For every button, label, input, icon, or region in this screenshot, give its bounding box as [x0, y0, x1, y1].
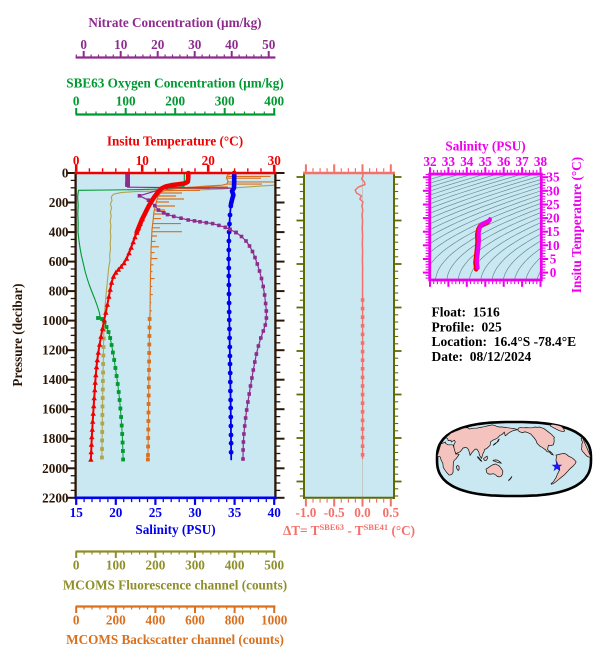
- svg-text:20: 20: [202, 153, 216, 168]
- svg-text:Salinity (PSU): Salinity (PSU): [135, 522, 215, 537]
- svg-text:200: 200: [49, 195, 69, 210]
- svg-text:0: 0: [73, 558, 80, 573]
- svg-text:20: 20: [151, 37, 165, 52]
- svg-text:MCOMS Backscatter channel (cou: MCOMS Backscatter channel (counts): [66, 632, 284, 647]
- svg-text:35: 35: [479, 154, 493, 169]
- svg-text:40: 40: [268, 505, 282, 520]
- svg-text:300: 300: [185, 558, 205, 573]
- svg-text:Profile: 025: Profile: 025: [432, 319, 502, 334]
- svg-text:0.0: 0.0: [354, 505, 371, 520]
- svg-text:400: 400: [264, 94, 284, 109]
- svg-text:100: 100: [116, 94, 136, 109]
- svg-text:34: 34: [460, 154, 474, 169]
- svg-text:Insitu Temperature (°C): Insitu Temperature (°C): [107, 134, 243, 149]
- svg-text:2200: 2200: [42, 490, 69, 505]
- svg-text:37: 37: [516, 154, 530, 169]
- svg-text:Nitrate Concentration (µm/kg): Nitrate Concentration (µm/kg): [88, 15, 261, 30]
- svg-text:2000: 2000: [42, 461, 69, 476]
- svg-text:33: 33: [442, 154, 456, 169]
- svg-text:500: 500: [264, 558, 284, 573]
- svg-text:1000: 1000: [42, 313, 69, 328]
- svg-text:Date: 08/12/2024: Date: 08/12/2024: [432, 349, 532, 364]
- svg-text:-1.0: -1.0: [295, 505, 316, 520]
- svg-text:400: 400: [146, 613, 166, 628]
- svg-text:25: 25: [149, 505, 163, 520]
- svg-text:-0.5: -0.5: [324, 505, 345, 520]
- svg-text:200: 200: [106, 613, 126, 628]
- svg-text:1400: 1400: [42, 372, 69, 387]
- svg-text:20: 20: [546, 211, 560, 226]
- svg-text:38: 38: [534, 154, 548, 169]
- svg-text:30: 30: [188, 505, 202, 520]
- svg-text:800: 800: [225, 613, 245, 628]
- svg-text:200: 200: [165, 94, 185, 109]
- svg-text:5: 5: [550, 252, 557, 267]
- svg-text:35: 35: [228, 505, 242, 520]
- svg-text:0: 0: [62, 166, 69, 181]
- svg-text:50: 50: [262, 37, 276, 52]
- svg-text:800: 800: [49, 284, 69, 299]
- svg-text:600: 600: [185, 613, 205, 628]
- svg-text:10: 10: [114, 37, 128, 52]
- svg-text:SBE63 Oxygen Concentration (µm: SBE63 Oxygen Concentration (µm/kg): [66, 76, 284, 91]
- svg-text:20: 20: [109, 505, 123, 520]
- svg-text:30: 30: [268, 153, 282, 168]
- svg-text:ΔT= TSBE63 - TSBE41 (°C): ΔT= TSBE63 - TSBE41 (°C): [283, 522, 415, 538]
- svg-text:400: 400: [225, 558, 245, 573]
- svg-text:0: 0: [80, 37, 87, 52]
- svg-text:1200: 1200: [42, 343, 69, 358]
- svg-text:100: 100: [106, 558, 126, 573]
- svg-text:Salinity (PSU): Salinity (PSU): [445, 139, 525, 154]
- svg-text:Location: 16.4°S -78.4°E: Location: 16.4°S -78.4°E: [432, 334, 577, 349]
- svg-text:400: 400: [49, 225, 69, 240]
- svg-text:Pressure (decibar): Pressure (decibar): [10, 283, 25, 386]
- svg-text:600: 600: [49, 254, 69, 269]
- svg-text:25: 25: [546, 197, 560, 212]
- svg-text:0: 0: [550, 265, 557, 280]
- svg-text:30: 30: [546, 183, 560, 198]
- svg-text:15: 15: [70, 505, 84, 520]
- svg-text:36: 36: [497, 154, 511, 169]
- svg-text:MCOMS Fluorescence channel (co: MCOMS Fluorescence channel (counts): [63, 578, 287, 593]
- svg-text:35: 35: [546, 170, 560, 185]
- svg-text:1600: 1600: [42, 402, 69, 417]
- svg-text:1800: 1800: [42, 431, 69, 446]
- svg-text:10: 10: [136, 153, 150, 168]
- svg-text:0: 0: [73, 94, 80, 109]
- svg-text:15: 15: [546, 224, 560, 239]
- svg-text:200: 200: [146, 558, 166, 573]
- svg-text:1000: 1000: [261, 613, 288, 628]
- svg-text:40: 40: [225, 37, 239, 52]
- svg-text:Float: 1516: Float: 1516: [432, 305, 500, 320]
- svg-text:0: 0: [73, 153, 80, 168]
- svg-text:32: 32: [423, 154, 437, 169]
- svg-text:Insitu Temperature (°C): Insitu Temperature (°C): [569, 157, 584, 293]
- svg-text:30: 30: [188, 37, 202, 52]
- svg-text:0.5: 0.5: [383, 505, 400, 520]
- svg-text:0: 0: [73, 613, 80, 628]
- svg-text:10: 10: [546, 238, 560, 253]
- svg-text:300: 300: [215, 94, 235, 109]
